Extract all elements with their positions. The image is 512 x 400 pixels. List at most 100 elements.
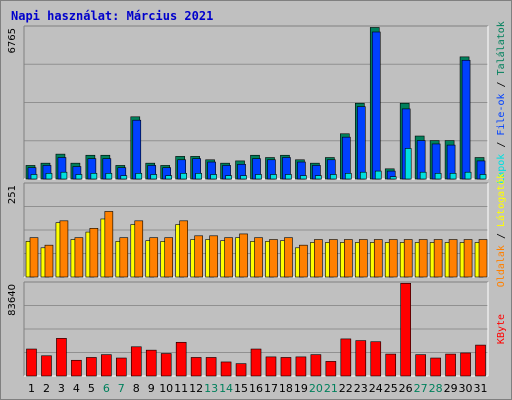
legend-entry: KByte xyxy=(496,314,507,344)
legend-separator: / xyxy=(496,75,507,93)
hits-panel-legend: Lapok / File-ok / Találatok xyxy=(495,21,507,184)
pages-bar xyxy=(210,174,217,180)
day-label: 28 xyxy=(429,382,443,395)
day-label: 20 xyxy=(309,382,323,395)
pages-bar xyxy=(45,173,53,180)
pages-bar xyxy=(180,173,187,180)
kbytes-bar xyxy=(175,341,187,377)
legend-entry: File-ok xyxy=(496,93,507,135)
day-label: 22 xyxy=(339,382,353,395)
kbytes-bar xyxy=(145,349,157,377)
visits-bar xyxy=(388,239,398,278)
day-label: 8 xyxy=(133,382,140,395)
pages-bar xyxy=(270,174,277,180)
pages-bar xyxy=(359,171,367,180)
pages-bar xyxy=(434,173,442,180)
day-label: 2 xyxy=(43,382,50,395)
kbytes-panel-legend: KByte xyxy=(496,314,507,344)
visits-bar xyxy=(403,239,413,278)
kbytes-bar xyxy=(265,356,277,377)
files-bar xyxy=(132,119,142,180)
pages-bar xyxy=(165,175,173,180)
visits-panel-max-label: 251 xyxy=(7,185,18,204)
visits-bar xyxy=(284,237,293,278)
pages-bar xyxy=(120,175,128,180)
pages-bar xyxy=(195,173,202,180)
day-label: 1 xyxy=(28,382,35,395)
pages-bar xyxy=(240,175,247,180)
day-label: 6 xyxy=(103,382,110,395)
day-label: 11 xyxy=(174,382,188,395)
kbytes-bar xyxy=(460,352,471,377)
files-bar xyxy=(356,106,366,180)
visits-bar xyxy=(194,235,203,278)
day-label: 24 xyxy=(369,382,383,395)
pages-bar xyxy=(90,173,98,180)
pages-bar xyxy=(449,173,457,180)
kbytes-bar xyxy=(340,338,352,377)
visits-bar xyxy=(269,239,278,278)
kbytes-panel-max-label: 83640 xyxy=(7,284,18,316)
files-bar xyxy=(342,136,351,180)
pages-bar xyxy=(255,174,262,180)
pages-bar xyxy=(60,171,68,180)
day-label: 16 xyxy=(249,382,263,395)
pages-bar xyxy=(150,174,158,180)
visits-bar xyxy=(29,237,39,278)
kbytes-bar xyxy=(220,361,232,377)
kbytes-bar xyxy=(205,357,217,377)
kbytes-bar xyxy=(385,353,397,377)
day-label: 29 xyxy=(444,382,458,395)
kbytes-bar xyxy=(56,338,67,377)
visits-bar xyxy=(89,228,99,278)
visits-bar xyxy=(59,220,69,278)
visits-bar xyxy=(209,235,218,278)
visits-bar xyxy=(358,239,368,278)
visits-bar xyxy=(149,237,159,278)
pages-bar xyxy=(105,173,113,180)
hits-panel-max-label: 6765 xyxy=(7,28,18,53)
day-label: 18 xyxy=(279,382,293,395)
kbytes-bar xyxy=(130,346,142,377)
pages-bar xyxy=(285,174,292,180)
visits-bar xyxy=(224,237,233,278)
kbytes-bar xyxy=(160,353,172,377)
kbytes-bar xyxy=(310,354,322,377)
day-label: 10 xyxy=(159,382,173,395)
pages-bar xyxy=(330,174,337,180)
visits-bar xyxy=(74,237,84,278)
day-label: 4 xyxy=(73,382,80,395)
kbytes-bar xyxy=(235,363,247,377)
kbytes-bar xyxy=(430,357,441,377)
day-label: 9 xyxy=(148,382,155,395)
day-label: 31 xyxy=(474,382,488,395)
kbytes-bar xyxy=(101,354,112,377)
pages-bar xyxy=(345,173,352,180)
visits-bar xyxy=(329,239,338,278)
kbytes-bar xyxy=(400,282,411,377)
pages-bar xyxy=(75,174,83,180)
visits-bar xyxy=(448,239,458,278)
legend-separator: / xyxy=(496,136,507,154)
pages-bar xyxy=(225,175,232,180)
pages-bar xyxy=(464,171,472,180)
kbytes-bar xyxy=(190,357,202,377)
visits-bar xyxy=(344,239,353,278)
kbytes-bar xyxy=(116,357,127,377)
kbytes-bar xyxy=(415,354,426,377)
chart-title: Napi használat: Március 2021 xyxy=(11,9,213,23)
kbytes-bar xyxy=(26,348,37,377)
pages-bar xyxy=(374,170,382,180)
day-label: 25 xyxy=(384,382,398,395)
kbytes-bar xyxy=(325,361,337,377)
day-label: 12 xyxy=(189,382,203,395)
kbytes-bar xyxy=(445,353,456,377)
visits-bar xyxy=(104,211,114,278)
kbytes-bar xyxy=(250,348,262,377)
kbytes-bar xyxy=(280,357,292,377)
pages-bar xyxy=(389,176,397,180)
pages-bar xyxy=(315,175,322,180)
